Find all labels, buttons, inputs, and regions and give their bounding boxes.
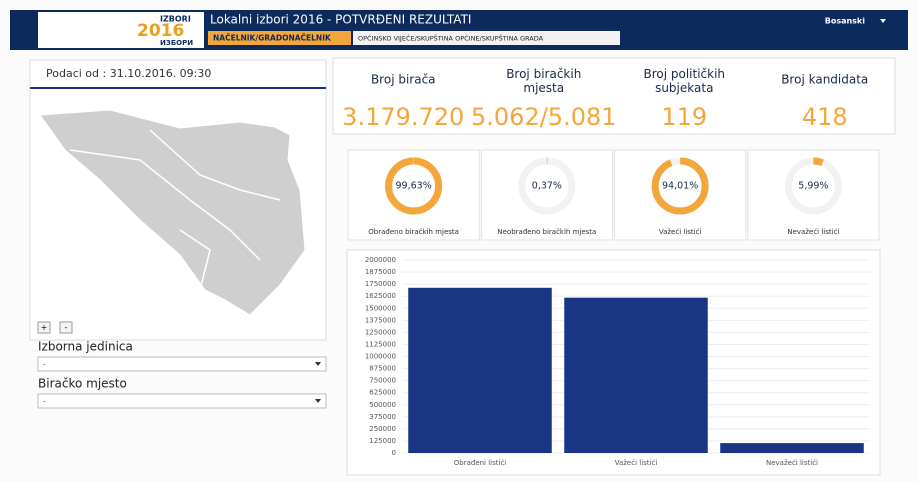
select-value[interactable]: -	[43, 360, 46, 369]
x-tick-label: Nevažeći listići	[766, 459, 818, 467]
y-tick-label: 1625000	[365, 292, 396, 300]
y-tick-label: 1500000	[365, 304, 396, 312]
logo-year: 2016	[137, 21, 184, 41]
y-tick-label: 1750000	[365, 280, 396, 288]
logo-box	[38, 12, 204, 48]
gauge-arc	[651, 157, 709, 215]
gauge-card	[747, 149, 880, 241]
y-tick-label: 500000	[369, 401, 396, 409]
map-borders	[69, 129, 281, 291]
zoom-out-label[interactable]: -	[65, 323, 68, 332]
y-tick-label: 0	[392, 449, 396, 457]
gauge-arc	[385, 157, 443, 215]
gauge-caption: Obrađeno biračkih mjesta	[368, 228, 459, 236]
y-tick-label: 125000	[369, 437, 396, 445]
y-tick-label: 1000000	[365, 353, 396, 361]
y-tick-label: 250000	[369, 425, 396, 433]
select-value[interactable]: -	[43, 397, 46, 406]
logo-top: IZBORI	[160, 15, 191, 24]
y-tick-label: 1250000	[365, 328, 396, 336]
stat-label: Broj političkih subjekata	[643, 67, 725, 95]
gauge-value: 5,99%	[798, 181, 828, 192]
select-caret	[315, 362, 321, 366]
stat-value: 119	[661, 103, 707, 131]
select[interactable]	[37, 356, 327, 372]
gauge-card	[480, 149, 613, 241]
stat-label: Broj birača	[371, 73, 436, 87]
x-tick-label: Važeći listići	[615, 459, 658, 467]
gauge-value: 99,63%	[396, 181, 432, 192]
y-tick-label: 1375000	[365, 316, 396, 324]
stat-value: 418	[802, 103, 848, 131]
select[interactable]	[37, 393, 327, 409]
map[interactable]	[39, 109, 306, 316]
bar	[408, 287, 552, 453]
stat-value: 5.062/5.081	[471, 103, 617, 131]
stat-label: Broj kandidata	[781, 73, 868, 87]
zoom-out[interactable]	[59, 321, 73, 334]
bar	[720, 443, 864, 453]
y-tick-label: 750000	[369, 377, 396, 385]
y-tick-label: 875000	[369, 365, 396, 373]
updated: Podaci od : 31.10.2016. 09:30	[46, 67, 211, 80]
tab-label[interactable]: NAČELNIK/GRADONAČELNIK	[213, 34, 332, 43]
gauge-card	[614, 149, 747, 241]
stats-panel	[332, 57, 896, 135]
language-caret	[880, 19, 886, 23]
zoom-in[interactable]	[37, 321, 51, 334]
field-label: Izborna jedinica	[38, 340, 133, 354]
bar	[564, 297, 708, 453]
gauge-caption: Nevažeći listići	[787, 228, 839, 236]
gauge-caption: Neobrađeno biračkih mjesta	[497, 228, 596, 236]
gauge-value: 0,37%	[532, 181, 562, 192]
y-tick-label: 2000000	[365, 256, 396, 264]
y-tick-label: 1875000	[365, 268, 396, 276]
page-title: Lokalni izbori 2016 - POTVRĐENI REZULTAT…	[210, 13, 471, 27]
gauge-arc	[784, 157, 842, 215]
logo-bottom: ИЗБОРИ	[160, 39, 193, 47]
stat-value: 3.179.720	[342, 103, 464, 131]
gauge-caption: Važeći listići	[659, 228, 702, 236]
language[interactable]: Bosanski	[825, 17, 866, 26]
x-tick-label: Obrađeni listići	[454, 459, 507, 467]
tab-label[interactable]: OPĆINSKO VIJEĆE/SKUPŠTINA OPĆINE/SKUPŠTI…	[358, 34, 544, 43]
stat-label: Broj biračkih mjesta	[506, 67, 581, 95]
y-tick-label: 625000	[369, 389, 396, 397]
tab[interactable]	[353, 31, 620, 45]
gauge-card	[347, 149, 480, 241]
y-tick-label: 375000	[369, 413, 396, 421]
select-caret	[315, 399, 321, 403]
y-tick-label: 1125000	[365, 340, 396, 348]
gauge-arc	[518, 157, 576, 215]
tab-active[interactable]	[208, 31, 351, 45]
gauge-value: 94,01%	[662, 181, 698, 192]
field-label: Biračko mjesto	[38, 377, 127, 391]
zoom-in-label[interactable]: +	[41, 323, 48, 332]
